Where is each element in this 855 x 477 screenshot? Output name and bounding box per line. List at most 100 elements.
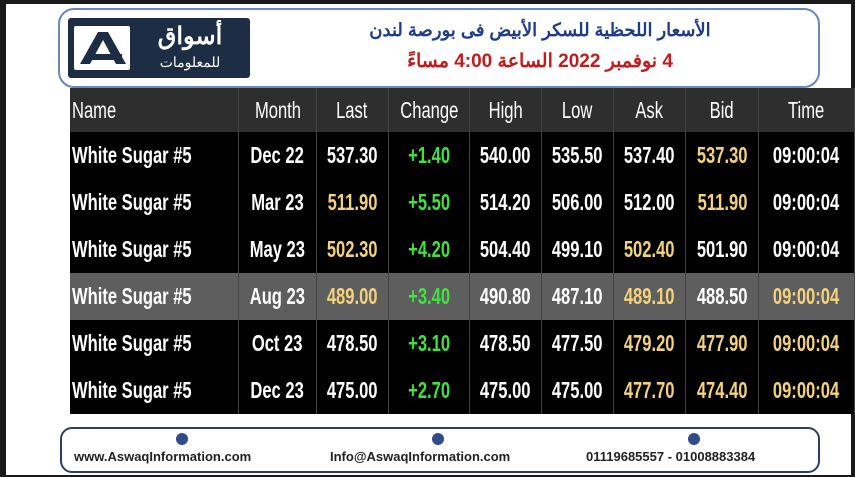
data-row: White Sugar #5 Dec 23 475.00 +2.70 475.00 475… bbox=[70, 367, 855, 414]
cell: 501.90 bbox=[685, 226, 759, 273]
cell: Dec 23 bbox=[238, 367, 317, 414]
cell-text: 502.30 bbox=[326, 236, 378, 262]
column-header-text: High bbox=[488, 96, 523, 123]
cell-text: 475.00 bbox=[552, 377, 603, 403]
cell-text: 537.30 bbox=[696, 142, 748, 168]
cell: 09:00:04 bbox=[758, 273, 855, 320]
title: الأسعار اللحظية للسكر الأبيض فى بورصة لن… bbox=[369, 20, 711, 40]
cell-text: 479.20 bbox=[624, 330, 675, 356]
cell-text: White Sugar #5 bbox=[72, 283, 192, 309]
column-header: Ask bbox=[613, 88, 687, 132]
cell-text: +3.40 bbox=[407, 283, 450, 309]
cell-text: 535.50 bbox=[552, 142, 603, 168]
cell-text: 501.90 bbox=[696, 236, 748, 262]
cell: 537.30 bbox=[685, 132, 759, 179]
logo-text: أسواق bbox=[157, 23, 223, 50]
cell: Mar 23 bbox=[238, 179, 317, 226]
cell-text: 489.10 bbox=[624, 283, 675, 309]
cell: 09:00:04 bbox=[758, 132, 855, 179]
phone-icon bbox=[688, 433, 700, 445]
cell: 502.40 bbox=[613, 226, 687, 273]
cell-text: 488.50 bbox=[696, 283, 748, 309]
data-row: White Sugar #5 Dec 22 537.30 +1.40 540.00 535… bbox=[70, 132, 855, 179]
cell-text: 474.40 bbox=[696, 377, 748, 403]
cell-text: 511.90 bbox=[697, 189, 747, 215]
cell-text: White Sugar #5 bbox=[72, 330, 192, 356]
cell: 475.00 bbox=[541, 367, 614, 414]
cell-text: White Sugar #5 bbox=[72, 236, 192, 262]
cell-text: 512.00 bbox=[624, 189, 675, 215]
column-header-text: Ask bbox=[635, 96, 664, 123]
data-row: White Sugar #5 May 23 502.30 +4.20 504.40 499… bbox=[70, 226, 855, 273]
cell-text: +2.70 bbox=[407, 377, 450, 403]
cell-text: 477.90 bbox=[696, 330, 748, 356]
subtitle: 4 نوفمبر 2022 الساعة 4:00 مساءً bbox=[407, 51, 673, 72]
cell-text: 504.40 bbox=[480, 236, 531, 262]
cell: 488.50 bbox=[685, 273, 759, 320]
column-header-text: Time bbox=[788, 96, 825, 123]
column-header-text: Bid bbox=[710, 96, 735, 123]
data-row: White Sugar #5 Aug 23 489.00 +3.40 490.80 487… bbox=[70, 273, 855, 320]
cell: 477.50 bbox=[541, 320, 614, 367]
cell: 489.00 bbox=[316, 273, 389, 320]
cell: 537.40 bbox=[613, 132, 687, 179]
column-header: Low bbox=[541, 88, 614, 132]
header-panel: أسواق للمعلومات الأسعار اللحظية للسكر ال… bbox=[58, 8, 820, 88]
column-header: Last bbox=[316, 88, 389, 132]
cell-text: 09:00:04 bbox=[773, 330, 840, 356]
cell-text: 09:00:04 bbox=[773, 189, 840, 215]
cell: 514.20 bbox=[469, 179, 542, 226]
cell: White Sugar #5 bbox=[70, 273, 240, 320]
cell-text: 499.10 bbox=[552, 236, 603, 262]
cell: 512.00 bbox=[613, 179, 687, 226]
cell-text: 489.00 bbox=[326, 283, 378, 309]
logo-subtitle: للمعلومات bbox=[159, 54, 221, 70]
cell: 09:00:04 bbox=[758, 179, 855, 226]
cell-text: Mar 23 bbox=[251, 189, 304, 215]
cell-text: 490.80 bbox=[480, 283, 531, 309]
website: www.AswaqInformation.com bbox=[74, 449, 252, 464]
cell-text: 478.50 bbox=[480, 330, 531, 356]
cell: +4.20 bbox=[388, 226, 471, 273]
cell-text: 477.50 bbox=[552, 330, 603, 356]
cell-text: 477.70 bbox=[624, 377, 675, 403]
column-header: Bid bbox=[685, 88, 759, 132]
cell: 479.20 bbox=[613, 320, 687, 367]
cell: 474.40 bbox=[685, 367, 759, 414]
cell-text: White Sugar #5 bbox=[72, 377, 192, 403]
cell-text: 09:00:04 bbox=[773, 236, 840, 262]
cell: 09:00:04 bbox=[758, 367, 855, 414]
cell-text: 514.20 bbox=[480, 189, 531, 215]
column-header: Time bbox=[758, 88, 855, 132]
email: Info@AswaqInformation.com bbox=[330, 449, 511, 464]
cell: White Sugar #5 bbox=[70, 179, 240, 226]
cell-text: Dec 23 bbox=[250, 377, 305, 403]
cell: 502.30 bbox=[316, 226, 389, 273]
cell: +1.40 bbox=[388, 132, 471, 179]
data-row: White Sugar #5 Mar 23 511.90 +5.50 514.20 506… bbox=[70, 179, 855, 226]
column-header: High bbox=[469, 88, 542, 132]
cell-text: Aug 23 bbox=[249, 283, 306, 309]
cell-text: +3.10 bbox=[407, 330, 450, 356]
price-table: Name Month Last Change High Low Ask Bid Time Whit… bbox=[70, 88, 855, 414]
cell-text: 09:00:04 bbox=[773, 142, 840, 168]
cell: 478.50 bbox=[469, 320, 542, 367]
column-header: Change bbox=[388, 88, 471, 132]
cell: White Sugar #5 bbox=[70, 320, 240, 367]
cell: 504.40 bbox=[469, 226, 542, 273]
cell: 506.00 bbox=[541, 179, 614, 226]
cell: Dec 22 bbox=[238, 132, 317, 179]
cell-text: White Sugar #5 bbox=[72, 189, 192, 215]
cell: 535.50 bbox=[541, 132, 614, 179]
cell-text: 09:00:04 bbox=[773, 283, 840, 309]
cell-text: 506.00 bbox=[552, 189, 603, 215]
cell-text: 475.00 bbox=[480, 377, 531, 403]
cell-text: 537.30 bbox=[326, 142, 378, 168]
cell: +2.70 bbox=[388, 367, 471, 414]
cell: 09:00:04 bbox=[758, 320, 855, 367]
cell: 499.10 bbox=[541, 226, 614, 273]
cell-text: +5.50 bbox=[407, 189, 450, 215]
logo-icon bbox=[80, 32, 126, 64]
cell: 489.10 bbox=[613, 273, 687, 320]
cell-text: 09:00:04 bbox=[773, 377, 840, 403]
